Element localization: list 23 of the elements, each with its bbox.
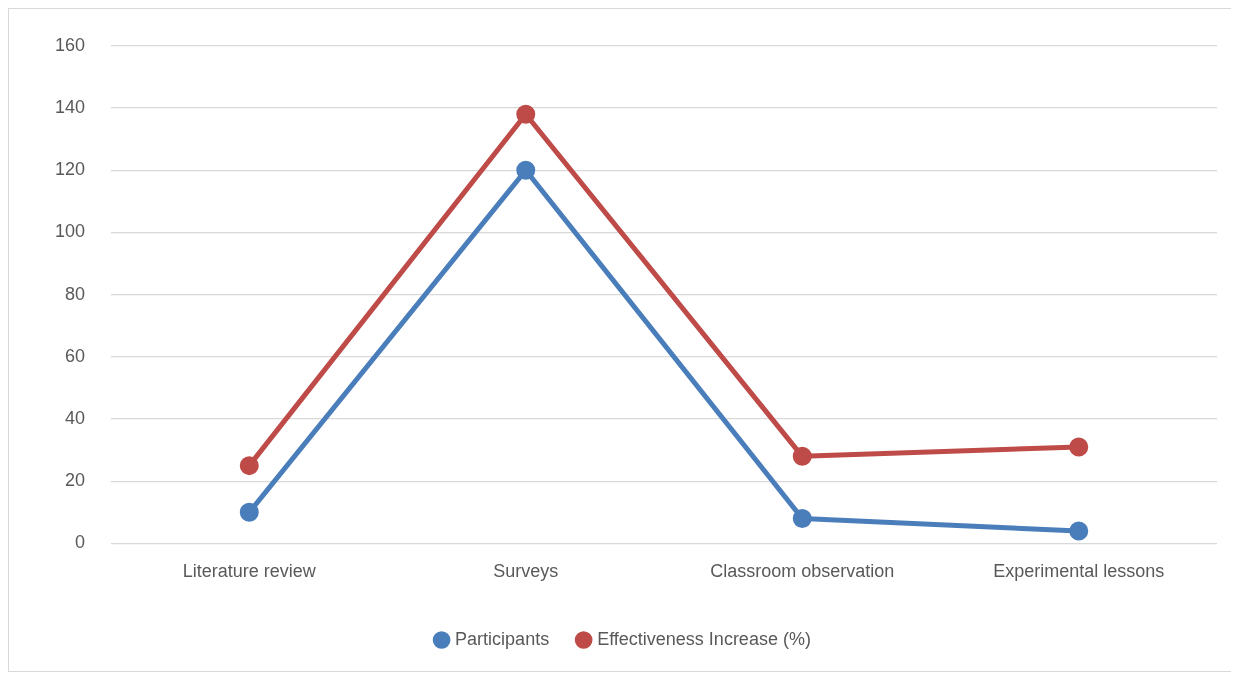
x-tick-label: Surveys bbox=[493, 561, 559, 582]
x-tick-label: Experimental lessons bbox=[993, 561, 1165, 582]
point bbox=[239, 502, 259, 522]
y-tick-label: 160 bbox=[54, 34, 86, 55]
point bbox=[792, 509, 812, 529]
y-tick-label: 100 bbox=[54, 221, 86, 242]
x-tick-label: Classroom observation bbox=[710, 561, 895, 582]
point bbox=[516, 104, 536, 124]
y-tick-label: 60 bbox=[65, 345, 86, 366]
y-tick-label: 0 bbox=[75, 532, 86, 553]
y-tick-label: 140 bbox=[54, 96, 86, 117]
x-tick-label: Literature review bbox=[182, 561, 317, 582]
legend-label: Effectiveness Increase (%) bbox=[597, 628, 811, 649]
point bbox=[1069, 437, 1089, 457]
point bbox=[239, 456, 259, 476]
point bbox=[792, 446, 812, 466]
point bbox=[516, 160, 536, 180]
y-tick-label: 120 bbox=[54, 159, 86, 180]
y-tick-label: 20 bbox=[65, 470, 86, 491]
point bbox=[1069, 521, 1089, 541]
legend-label: Participants bbox=[455, 628, 550, 649]
y-tick-label: 80 bbox=[65, 283, 86, 304]
y-tick-label: 40 bbox=[65, 407, 86, 428]
